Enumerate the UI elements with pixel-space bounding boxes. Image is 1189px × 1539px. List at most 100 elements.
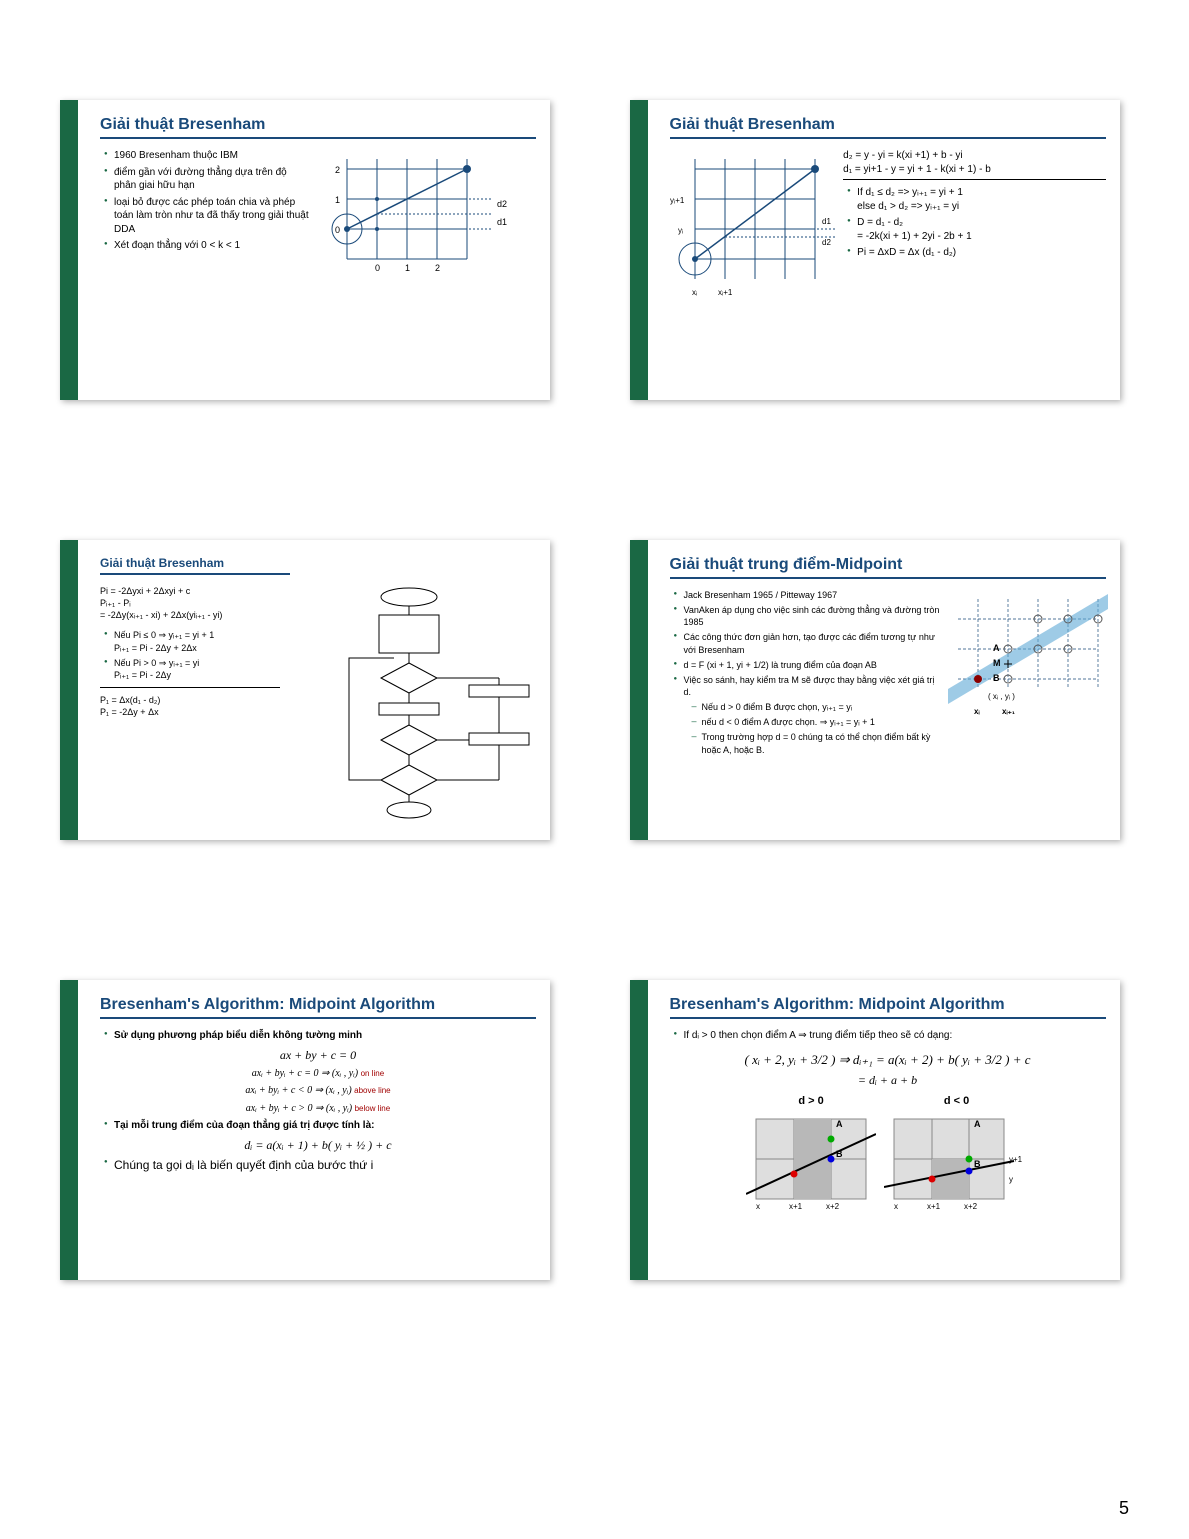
slide-sidebar <box>60 980 78 1280</box>
svg-text:B: B <box>836 1149 843 1159</box>
slide-sidebar <box>60 540 78 840</box>
divider <box>100 687 280 688</box>
diag-label: d < 0 <box>884 1094 1029 1109</box>
sub-bullet: Trong trường hợp d = 0 chúng ta có thể c… <box>692 731 940 755</box>
svg-text:x: x <box>756 1202 760 1209</box>
equation: axᵢ + byᵢ + c = 0 ⇒ (xᵢ , yᵢ) on line <box>100 1067 536 1081</box>
slide-title: Giải thuật trung điểm-Midpoint <box>670 556 1106 579</box>
bullet: D = d₁ - d₂ = -2k(xi + 1) + 2yi - 2b + 1 <box>847 216 1105 243</box>
midpoint-diagram: A M B ( xᵢ , yᵢ ) xᵢ xᵢ₊₁ <box>948 589 1108 739</box>
bullet-list: Sử dụng phương pháp biểu diễn không tườn… <box>100 1029 536 1043</box>
slide-sidebar <box>630 980 648 1280</box>
bullet-list: Chúng ta gọi dᵢ là biến quyết định của b… <box>100 1157 536 1173</box>
bullet: điểm gần với đường thẳng dựa trên độ phâ… <box>104 166 309 193</box>
slide-6: Bresenham's Algorithm: Midpoint Algorith… <box>630 980 1120 1280</box>
slide-3: Giải thuật Bresenham Pi = -2Δyxi + 2Δxyi… <box>60 540 550 840</box>
svg-text:2: 2 <box>435 263 440 273</box>
svg-text:x+2: x+2 <box>826 1202 840 1209</box>
svg-text:xᵢ: xᵢ <box>692 288 697 297</box>
bullet-list: If dᵢ > 0 then chọn điểm A ⇒ trung điểm … <box>670 1029 1106 1043</box>
svg-text:yᵢ+1: yᵢ+1 <box>670 196 685 205</box>
svg-text:B: B <box>993 673 1000 683</box>
diagram-row: d > 0 A B x x+1 x+2 <box>670 1094 1106 1213</box>
equation: ax + by + c = 0 <box>100 1047 536 1063</box>
slide-5: Bresenham's Algorithm: Midpoint Algorith… <box>60 980 550 1280</box>
svg-text:0: 0 <box>375 263 380 273</box>
bullet: Xét đoạn thẳng với 0 < k < 1 <box>104 239 309 253</box>
sub-bullet: nếu d < 0 điểm A được chọn. ⇒ yᵢ₊₁ = yᵢ … <box>692 716 940 728</box>
page-number: 5 <box>1119 1498 1129 1519</box>
svg-text:yᵢ: yᵢ <box>678 226 683 235</box>
eq-line: P₁ = Δx(d₁ - d₂) <box>100 694 301 706</box>
diag-label: d > 0 <box>746 1094 876 1109</box>
grid-diagram: d2 d1 2 1 0 0 1 2 <box>317 149 517 289</box>
svg-text:( xᵢ , yᵢ ): ( xᵢ , yᵢ ) <box>988 692 1015 701</box>
sub-bullet: Nếu d > 0 điểm B được chọn, yᵢ₊₁ = yᵢ <box>692 701 940 713</box>
d2-label: d2 <box>497 199 507 209</box>
bullet: Việc so sánh, hay kiểm tra M sẽ được tha… <box>674 674 940 698</box>
svg-text:d2: d2 <box>822 238 831 247</box>
slide-title: Bresenham's Algorithm: Midpoint Algorith… <box>670 996 1106 1019</box>
sub-list: Nếu d > 0 điểm B được chọn, yᵢ₊₁ = yᵢ nế… <box>670 701 940 756</box>
eq-line: Pᵢ₊₁ - Pᵢ <box>100 597 301 609</box>
bullet-list: Tại mỗi trung điểm của đoạn thẳng giá tr… <box>100 1119 536 1133</box>
eq-line: Pi = -2Δyxi + 2Δxyi + c <box>100 585 301 597</box>
svg-text:x: x <box>894 1202 898 1209</box>
slide-grid: Giải thuật Bresenham 1960 Bresenham thuộ… <box>60 100 1129 1280</box>
grid-diagram: d1 d2 yᵢ+1 yᵢ xᵢ xᵢ+1 <box>670 149 835 319</box>
svg-text:xᵢ₊₁: xᵢ₊₁ <box>1002 707 1016 716</box>
bullet: loại bỏ được các phép toán chia và phép … <box>104 196 309 237</box>
svg-text:1: 1 <box>405 263 410 273</box>
slide-sidebar <box>630 100 648 400</box>
equation: ( xᵢ + 2, yᵢ + 3/2 ) ⇒ dᵢ₊₁ = a(xᵢ + 2) … <box>670 1051 1106 1069</box>
bullet: Các công thức đơn giản hơn, tạo được các… <box>674 631 940 655</box>
svg-text:2: 2 <box>335 165 340 175</box>
bullet: VanAken áp dụng cho việc sinh các đường … <box>674 604 940 628</box>
equation: axᵢ + byᵢ + c > 0 ⇒ (xᵢ , yᵢ) below line <box>100 1102 536 1116</box>
slide-title: Giải thuật Bresenham <box>100 556 290 575</box>
slide-title: Bresenham's Algorithm: Midpoint Algorith… <box>100 996 536 1019</box>
bullet-list: 1960 Bresenham thuộc IBM điểm gần với đư… <box>100 149 309 253</box>
bullet: Nếu Pi ≤ 0 ⇒ yᵢ₊₁ = yi + 1 Pᵢ₊₁ = Pi - 2… <box>104 629 301 653</box>
bullet-list: Nếu Pi ≤ 0 ⇒ yᵢ₊₁ = yi + 1 Pᵢ₊₁ = Pi - 2… <box>100 629 301 681</box>
svg-text:A: A <box>974 1119 981 1129</box>
equation: dᵢ = a(xᵢ + 1) + b( yᵢ + ½ ) + c <box>100 1137 536 1153</box>
svg-text:x+1: x+1 <box>789 1202 803 1209</box>
slide-2: Giải thuật Bresenham <box>630 100 1120 400</box>
svg-text:1: 1 <box>335 195 340 205</box>
slide-title: Giải thuật Bresenham <box>670 116 1106 139</box>
d1-label: d1 <box>497 217 507 227</box>
bullet: Jack Bresenham 1965 / Pitteway 1967 <box>674 589 940 601</box>
equation: axᵢ + byᵢ + c < 0 ⇒ (xᵢ , yᵢ) above line <box>100 1084 536 1098</box>
case-diagram: A B y+1y xx+1x+2 <box>884 1109 1029 1209</box>
svg-text:xᵢ+1: xᵢ+1 <box>718 288 733 297</box>
slide-1: Giải thuật Bresenham 1960 Bresenham thuộ… <box>60 100 550 400</box>
svg-text:y: y <box>1009 1175 1013 1184</box>
eq-line: = -2Δy(xᵢ₊₁ - xi) + 2Δx(yiᵢ₊₁ - yi) <box>100 609 301 621</box>
svg-text:x+1: x+1 <box>927 1202 941 1209</box>
bullet: If dᵢ > 0 then chọn điểm A ⇒ trung điểm … <box>674 1029 1106 1043</box>
flowchart <box>309 585 539 825</box>
eq-line: d₁ = yi+1 - y = yi + 1 - k(xi + 1) - b <box>843 163 1105 181</box>
svg-text:M: M <box>993 658 1001 668</box>
bullet: If d₁ ≤ d₂ => yᵢ₊₁ = yi + 1else d₁ > d₂ … <box>847 186 1105 213</box>
svg-text:xᵢ: xᵢ <box>974 707 980 716</box>
bullet-list: If d₁ ≤ d₂ => yᵢ₊₁ = yi + 1else d₁ > d₂ … <box>843 186 1105 260</box>
svg-text:0: 0 <box>335 225 340 235</box>
eq-line: P₁ = -2Δy + Δx <box>100 706 301 718</box>
bullet: Chúng ta gọi dᵢ là biến quyết định của b… <box>104 1157 536 1173</box>
bullet: 1960 Bresenham thuộc IBM <box>104 149 309 163</box>
slide-title: Giải thuật Bresenham <box>100 116 536 139</box>
bullet-list: Jack Bresenham 1965 / Pitteway 1967 VanA… <box>670 589 940 698</box>
bullet: Tại mỗi trung điểm của đoạn thẳng giá tr… <box>104 1119 536 1133</box>
equation: = dᵢ + a + b <box>670 1072 1106 1088</box>
bullet: d = F (xi + 1, yi + 1/2) là trung điểm c… <box>674 659 940 671</box>
svg-text:d1: d1 <box>822 217 831 226</box>
slide-sidebar <box>630 540 648 840</box>
svg-text:A: A <box>993 643 1000 653</box>
case-diagram: A B x x+1 x+2 <box>746 1109 876 1209</box>
svg-text:B: B <box>974 1159 981 1169</box>
svg-text:A: A <box>836 1119 843 1129</box>
bullet: Nếu Pi > 0 ⇒ yᵢ₊₁ = yi Pᵢ₊₁ = Pi - 2Δy <box>104 657 301 681</box>
bullet: Sử dụng phương pháp biểu diễn không tườn… <box>104 1029 536 1043</box>
